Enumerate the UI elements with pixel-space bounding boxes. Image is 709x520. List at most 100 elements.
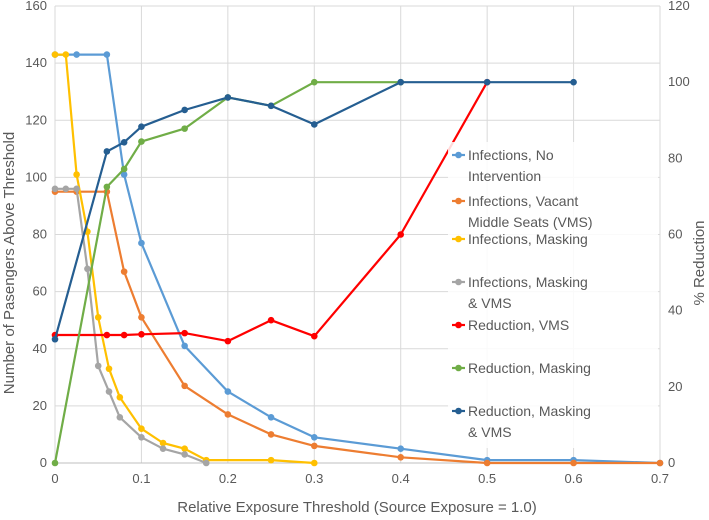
series-3 xyxy=(51,185,210,467)
data-point xyxy=(397,231,405,238)
legend-entry: Infections, Vacant Middle Seats (VMS) xyxy=(452,193,592,230)
data-point xyxy=(267,456,275,464)
y2-tick-label: 120 xyxy=(668,0,690,13)
data-point xyxy=(138,314,145,321)
data-point xyxy=(73,185,80,193)
y-tick-label: 80 xyxy=(33,227,47,242)
data-point xyxy=(181,329,188,337)
data-point xyxy=(310,433,318,441)
data-point xyxy=(94,362,102,370)
y-tick-label: 60 xyxy=(33,284,47,299)
legend-label: Reduction, VMS xyxy=(468,317,569,333)
data-point xyxy=(103,183,111,191)
legend-label: & VMS xyxy=(468,424,512,440)
data-point xyxy=(570,78,577,86)
data-point xyxy=(310,78,318,86)
data-point xyxy=(483,459,491,467)
legend-label: Infections, No xyxy=(468,147,554,163)
data-point xyxy=(62,51,70,58)
legend-marker-dot xyxy=(455,278,462,286)
x-tick-label: 0.4 xyxy=(392,471,410,486)
data-point xyxy=(181,451,188,458)
x-tick-label: 0 xyxy=(51,471,58,486)
data-point xyxy=(224,94,232,101)
data-point xyxy=(105,388,113,395)
data-point xyxy=(138,138,145,145)
data-point xyxy=(116,394,124,401)
x-axis-title: Relative Exposure Threshold (Source Expo… xyxy=(177,499,537,516)
legend-entry: Infections, Masking xyxy=(452,231,588,247)
data-point xyxy=(181,106,188,114)
y-tick-label: 40 xyxy=(33,341,47,356)
data-point xyxy=(656,459,664,467)
legend-label: Reduction, Masking xyxy=(468,403,591,419)
data-point xyxy=(181,445,188,453)
data-point xyxy=(120,331,128,339)
y2-tick-label: 40 xyxy=(668,303,682,318)
data-point xyxy=(310,442,318,450)
legend-marker-dot xyxy=(455,235,462,243)
legend-background xyxy=(448,142,658,448)
data-point xyxy=(397,445,405,453)
axes: 0 20 40 60 80 100 120 140 160 0 0.1 0.2 0.3 0.4 0.5 0.6… xyxy=(25,0,689,486)
data-point xyxy=(138,425,145,433)
data-point xyxy=(51,459,59,467)
legend-label: Infections, Masking xyxy=(468,231,588,247)
legend-label: Reduction, Masking xyxy=(468,360,591,376)
legend-entry: Reduction, Masking xyxy=(452,360,591,376)
legend-label: Middle Seats (VMS) xyxy=(468,214,592,230)
data-point xyxy=(224,388,232,395)
x-tick-label: 0.6 xyxy=(565,471,583,486)
data-point xyxy=(62,185,70,193)
y2-axis-title: % Reduction xyxy=(691,220,708,305)
data-point xyxy=(159,445,167,453)
data-point xyxy=(103,51,111,58)
y2-tick-label: 100 xyxy=(668,74,690,89)
data-point xyxy=(181,342,188,350)
data-point xyxy=(397,78,405,86)
x-tick-label: 0.2 xyxy=(219,471,237,486)
y-tick-label: 160 xyxy=(25,0,47,13)
legend-entry: Reduction, VMS xyxy=(452,317,569,333)
series-6 xyxy=(51,78,577,343)
legend: Infections, No Intervention Infections, Va… xyxy=(448,142,658,448)
legend-marker-dot xyxy=(455,321,462,329)
data-point xyxy=(202,459,210,467)
y-tick-label: 100 xyxy=(25,169,47,184)
data-point xyxy=(103,331,111,339)
data-point xyxy=(51,185,59,193)
legend-label: Infections, Masking xyxy=(468,274,588,290)
data-point xyxy=(310,121,318,128)
y2-tick-label: 20 xyxy=(668,379,682,394)
data-point xyxy=(138,330,145,338)
y-tick-label: 120 xyxy=(25,112,47,127)
data-point xyxy=(120,139,128,146)
y-tick-label: 140 xyxy=(25,55,47,70)
data-point xyxy=(224,337,232,345)
legend-entry: Infections, Masking & VMS xyxy=(452,274,588,311)
data-point xyxy=(267,414,275,421)
data-point xyxy=(105,365,113,373)
legend-marker-dot xyxy=(455,197,462,205)
y2-tick-label: 60 xyxy=(668,227,682,242)
y2-tick-label: 0 xyxy=(668,455,675,470)
data-point xyxy=(181,125,188,132)
data-point xyxy=(84,265,91,273)
x-tick-label: 0.7 xyxy=(651,471,669,486)
legend-marker-dot xyxy=(455,407,462,415)
series-line xyxy=(55,81,489,343)
legend-marker-dot xyxy=(455,151,462,159)
data-point xyxy=(397,453,405,461)
x-tick-label: 0.5 xyxy=(478,471,496,486)
y-tick-label: 0 xyxy=(40,455,47,470)
data-point xyxy=(94,314,102,321)
data-point xyxy=(267,316,275,324)
legend-entry: Infections, No Intervention xyxy=(452,147,554,184)
data-point xyxy=(120,165,128,173)
y-tick-label: 20 xyxy=(33,398,47,413)
legend-entry: Reduction, Masking & VMS xyxy=(452,403,591,440)
data-point xyxy=(120,268,128,275)
data-point xyxy=(51,335,59,343)
legend-marker-dot xyxy=(455,364,462,372)
data-point xyxy=(310,332,318,340)
